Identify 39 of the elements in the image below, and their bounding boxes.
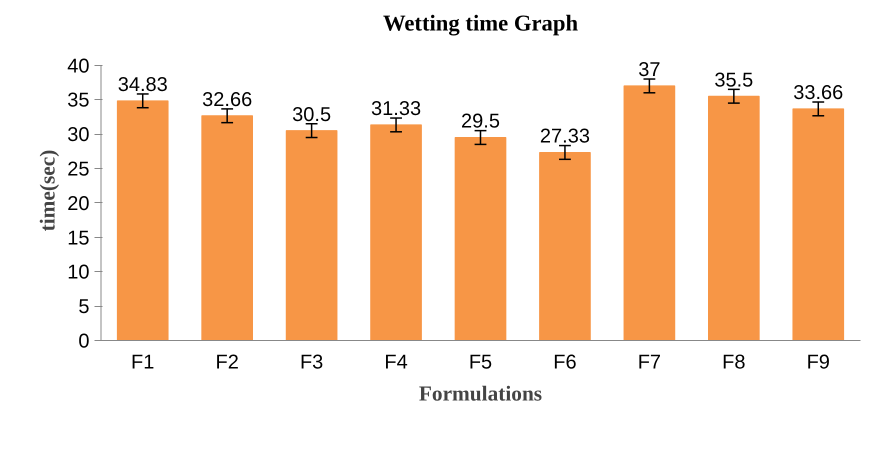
bar xyxy=(201,115,253,340)
x-tick-label: F9 xyxy=(806,352,830,374)
y-axis-title: time(sec) xyxy=(35,150,60,232)
y-tick-label: 30 xyxy=(67,124,90,146)
chart-title: Wetting time Graph xyxy=(382,10,578,36)
x-tick-label: F8 xyxy=(722,352,746,374)
data-label: 35.5 xyxy=(714,69,754,92)
y-tick-label: 40 xyxy=(67,55,90,78)
bar xyxy=(624,85,676,340)
data-label: 30.5 xyxy=(292,104,332,126)
data-label: 34.83 xyxy=(118,74,168,96)
y-tick-label: 10 xyxy=(67,262,90,284)
bar xyxy=(116,100,169,340)
y-tick-label: 5 xyxy=(78,296,90,318)
x-tick-label: F3 xyxy=(300,352,324,374)
data-label: 29.5 xyxy=(461,110,500,133)
y-tick-label: 35 xyxy=(67,90,90,112)
x-tick-label: F2 xyxy=(215,352,239,374)
bar xyxy=(708,96,760,340)
data-label: 33.66 xyxy=(793,82,844,104)
x-tick-label: F7 xyxy=(638,352,662,374)
x-tick-label: F5 xyxy=(468,352,492,374)
y-tick-label: 0 xyxy=(78,330,90,352)
bar xyxy=(454,137,506,340)
y-tick-label: 20 xyxy=(67,192,90,215)
y-tick-label: 25 xyxy=(67,158,90,180)
y-tick-label: 15 xyxy=(67,227,90,250)
bar xyxy=(370,124,422,340)
data-label: 27.33 xyxy=(540,126,590,148)
bar xyxy=(286,130,338,340)
x-tick-label: F6 xyxy=(553,352,577,374)
bar xyxy=(539,152,591,340)
data-label: 32.66 xyxy=(202,88,252,111)
data-label: 31.33 xyxy=(371,98,422,120)
bar xyxy=(792,108,844,340)
data-label: 37 xyxy=(638,59,661,82)
x-axis-title: Formulations xyxy=(418,382,542,406)
x-tick-label: F4 xyxy=(384,352,408,374)
x-tick-label: F1 xyxy=(131,352,154,374)
